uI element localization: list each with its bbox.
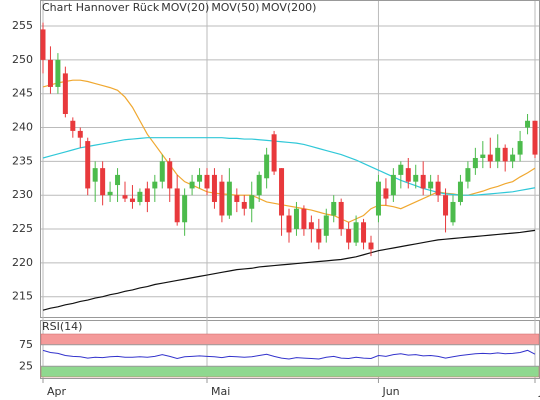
- y-tick-label: 245: [12, 87, 33, 100]
- candle-body: [301, 208, 307, 230]
- candle-body: [241, 201, 247, 209]
- panel-title: RSI(14): [42, 320, 82, 333]
- candle-body: [420, 174, 426, 189]
- candle-body: [137, 191, 143, 202]
- candle-body: [502, 147, 508, 162]
- y-tick-label: 250: [12, 53, 33, 66]
- candle-body: [510, 154, 516, 162]
- y-tick-label: 235: [12, 154, 33, 167]
- candle-body: [167, 161, 173, 189]
- candle-body: [443, 195, 449, 216]
- candle-body: [428, 181, 434, 189]
- rsi-band: [40, 333, 540, 345]
- candle-body: [465, 168, 471, 182]
- candle-body: [435, 181, 441, 196]
- candle-body: [211, 174, 217, 202]
- candle-body: [383, 188, 389, 199]
- candle-body: [40, 29, 46, 60]
- candle-body: [174, 188, 180, 223]
- x-tick-label: Jul: [538, 385, 540, 398]
- candle-body: [77, 130, 83, 138]
- line-series: [42, 137, 536, 196]
- candle-body: [525, 120, 531, 128]
- candle-body: [189, 181, 195, 189]
- candle-body: [256, 174, 262, 196]
- candle-body: [480, 154, 486, 158]
- candle-body: [398, 164, 404, 175]
- candle-body: [346, 229, 352, 243]
- y-tick-label: 25: [19, 359, 33, 372]
- candle-body: [219, 181, 225, 216]
- candle-body: [279, 168, 285, 216]
- candle-body: [115, 174, 121, 186]
- candle-body: [100, 168, 106, 196]
- y-tick-label: 225: [12, 222, 33, 235]
- y-tick-label: 220: [12, 256, 33, 269]
- candle-body: [361, 222, 367, 243]
- candle-body: [368, 242, 374, 250]
- candle-body: [197, 174, 203, 182]
- candle-body: [405, 168, 411, 182]
- y-tick-label: 75: [19, 338, 33, 351]
- candle-body: [308, 222, 314, 230]
- candle-body: [92, 168, 98, 182]
- candle-body: [182, 195, 188, 223]
- candle-body: [107, 191, 113, 196]
- candle-body: [226, 181, 232, 216]
- candle-body: [122, 195, 128, 199]
- candle-body: [47, 59, 53, 87]
- candle-body: [271, 134, 277, 172]
- candle-body: [249, 195, 255, 209]
- candle-body: [353, 222, 359, 243]
- candle-body: [338, 201, 344, 230]
- y-tick-label: 230: [12, 188, 33, 201]
- candle-body: [70, 120, 76, 131]
- candle-body: [204, 174, 210, 189]
- legend-entry: MOV(20): [161, 1, 209, 14]
- candle-body: [234, 195, 240, 202]
- legend-entry: MOV(200): [261, 1, 316, 14]
- candle-body: [331, 201, 337, 216]
- line-series: [42, 79, 536, 223]
- candle-body: [487, 154, 493, 162]
- candle-body: [457, 181, 463, 202]
- line-series: [42, 349, 536, 360]
- candle-body: [413, 174, 419, 182]
- legend-entry: Chart Hannover Rück: [42, 1, 160, 14]
- x-tick-label: Apr: [47, 385, 67, 398]
- candle-body: [323, 215, 329, 236]
- rsi-band: [40, 366, 540, 378]
- candle-body: [450, 201, 456, 223]
- candle-body: [85, 141, 91, 189]
- candle-body: [159, 161, 165, 182]
- candle-body: [144, 188, 150, 202]
- candle-body: [390, 174, 396, 196]
- candle-body: [264, 154, 270, 179]
- y-tick-label: 240: [12, 121, 33, 134]
- candle-body: [375, 181, 381, 216]
- y-tick-label: 215: [12, 290, 33, 303]
- candle-body: [316, 229, 322, 243]
- candle-body: [517, 141, 523, 155]
- candle-body: [495, 147, 501, 162]
- candle-body: [286, 215, 292, 233]
- candle-body: [293, 208, 299, 230]
- candle-body: [62, 73, 68, 115]
- line-series: [42, 229, 536, 311]
- x-tick-label: Mai: [211, 385, 230, 398]
- candle-body: [472, 157, 478, 169]
- y-tick-label: 255: [12, 19, 33, 32]
- candle-body: [152, 181, 158, 189]
- candle-body: [532, 120, 538, 155]
- candle-body: [55, 59, 61, 87]
- legend-entry: MOV(50): [211, 1, 259, 14]
- x-tick-label: Jun: [381, 385, 399, 398]
- candle-body: [129, 198, 135, 202]
- main-frame: [40, 0, 540, 318]
